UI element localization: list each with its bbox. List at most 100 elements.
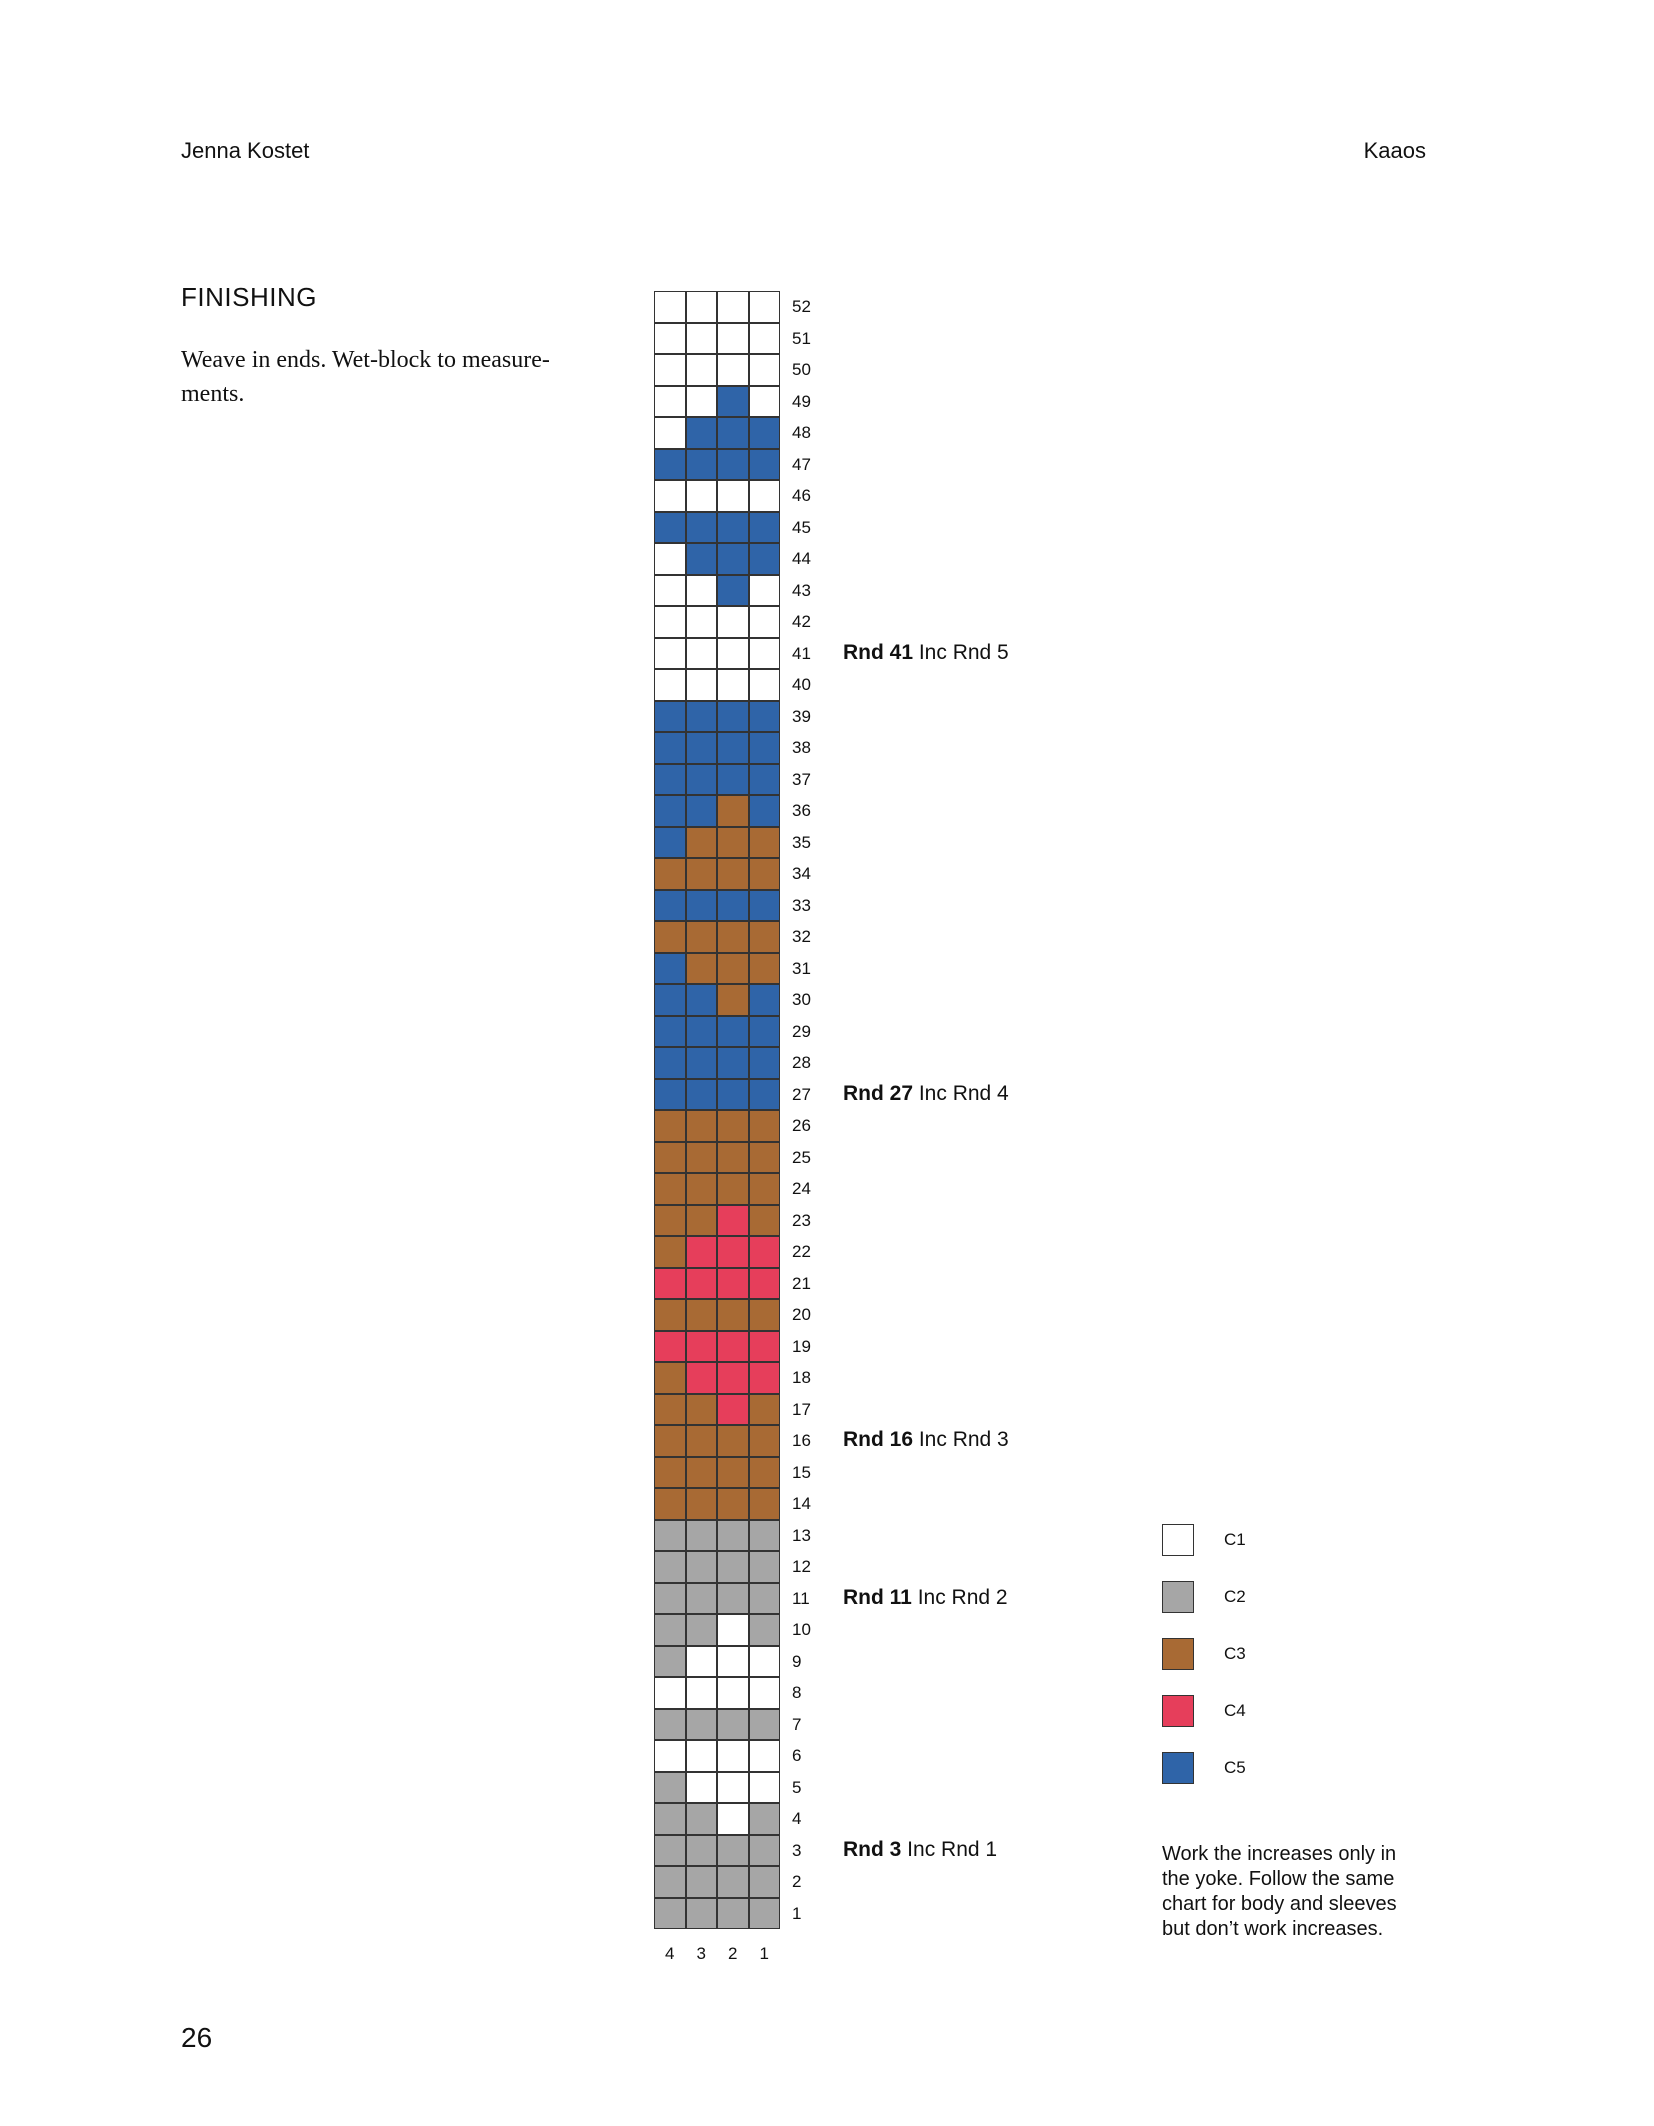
legend-swatch	[1162, 1581, 1194, 1613]
chart-cell	[654, 637, 686, 669]
chart-cell	[654, 1236, 686, 1268]
row-number: 26	[792, 1116, 811, 1135]
chart-cell	[685, 1173, 717, 1205]
chart-cell	[717, 763, 749, 795]
chart-cell	[717, 1740, 749, 1772]
row-number: 18	[792, 1368, 811, 1387]
row-number: 2	[792, 1872, 802, 1891]
chart-cell	[748, 669, 780, 701]
row-number: 27	[792, 1084, 811, 1104]
chart-cell	[685, 889, 717, 921]
chart-cell	[717, 732, 749, 764]
increase-note-round: Rnd 11	[843, 1585, 912, 1609]
chart-cell	[717, 889, 749, 921]
chart-cell	[685, 385, 717, 417]
chart-cell	[748, 448, 780, 480]
chart-cell	[748, 1519, 780, 1551]
chart-cell	[717, 1645, 749, 1677]
row-number: 43	[792, 580, 811, 600]
row-number: 36	[792, 801, 811, 820]
chart-cell	[748, 480, 780, 512]
chart-cell	[654, 952, 686, 984]
row-number: 52	[792, 297, 811, 316]
chart-cell	[685, 1456, 717, 1488]
chart-cell	[685, 1393, 717, 1425]
chart-cell	[685, 1425, 717, 1457]
chart-cell	[717, 354, 749, 386]
legend-swatch	[1162, 1752, 1194, 1784]
row-number: 3	[792, 1840, 802, 1860]
chart-cell	[685, 1519, 717, 1551]
chart-cell	[685, 795, 717, 827]
chart-cell	[717, 543, 749, 575]
increase-note-text: Inc Rnd 1	[901, 1837, 998, 1861]
row-number: 48	[792, 423, 811, 442]
chart-cell	[654, 291, 686, 323]
row-number: 25	[792, 1147, 811, 1167]
chart-cell	[717, 480, 749, 512]
chart-cell	[717, 1803, 749, 1835]
row-number: 6	[792, 1746, 802, 1765]
chart-cell	[717, 984, 749, 1016]
chart-cell	[654, 889, 686, 921]
chart-cell	[717, 511, 749, 543]
chart-cell	[748, 1362, 780, 1394]
chart-cell	[654, 1456, 686, 1488]
chart-cell	[748, 1614, 780, 1646]
chart-cell	[717, 1677, 749, 1709]
chart-cell	[717, 921, 749, 953]
chart-cell	[717, 1456, 749, 1488]
page-number: 26	[181, 2022, 213, 2053]
chart-cell	[748, 1803, 780, 1835]
chart-cell	[748, 385, 780, 417]
column-number: 1	[759, 1944, 769, 1963]
chart-cell	[748, 1204, 780, 1236]
chart-cell	[717, 1047, 749, 1079]
chart-cell	[685, 511, 717, 543]
chart-cell	[748, 1330, 780, 1362]
chart-cell	[654, 1299, 686, 1331]
legend-swatch	[1162, 1524, 1194, 1556]
column-number: 2	[728, 1944, 738, 1963]
chart-cell	[685, 1047, 717, 1079]
chart-cell	[748, 511, 780, 543]
chart-cell	[685, 1897, 717, 1929]
chart-cell	[717, 1078, 749, 1110]
chart-cell	[748, 574, 780, 606]
legend-label: C3	[1224, 1644, 1246, 1663]
chart-cell	[654, 1866, 686, 1898]
chart-cell	[654, 700, 686, 732]
chart-cell	[717, 700, 749, 732]
row-number: 31	[792, 958, 811, 978]
legend-label: C2	[1224, 1587, 1246, 1606]
chart-cell	[717, 385, 749, 417]
row-number: 14	[792, 1494, 811, 1513]
chart-cell	[654, 1803, 686, 1835]
increase-note-text: Inc Rnd 4	[913, 1081, 1009, 1105]
increase-note-text: Inc Rnd 3	[913, 1428, 1009, 1451]
chart-cell	[717, 1771, 749, 1803]
chart-cell	[654, 1110, 686, 1142]
chart-cell	[685, 291, 717, 323]
chart-cell	[717, 858, 749, 890]
row-number: 21	[792, 1273, 811, 1293]
chart-cell	[654, 1078, 686, 1110]
row-number: 45	[792, 517, 811, 537]
chart-cell	[748, 606, 780, 638]
row-number: 5	[792, 1777, 802, 1797]
row-number: 13	[792, 1525, 811, 1545]
row-number: 41	[792, 643, 811, 663]
chart-cell	[654, 732, 686, 764]
chart-cell	[717, 448, 749, 480]
chart-cell	[685, 700, 717, 732]
chart-cell	[654, 984, 686, 1016]
chart-cell	[717, 1519, 749, 1551]
chart-cell	[654, 480, 686, 512]
column-number: 3	[696, 1944, 706, 1963]
chart-cell	[654, 669, 686, 701]
chart-cell	[717, 417, 749, 449]
chart-cell	[748, 732, 780, 764]
chart-cell	[717, 952, 749, 984]
chart-cell	[685, 1488, 717, 1520]
chart-cell	[717, 1614, 749, 1646]
